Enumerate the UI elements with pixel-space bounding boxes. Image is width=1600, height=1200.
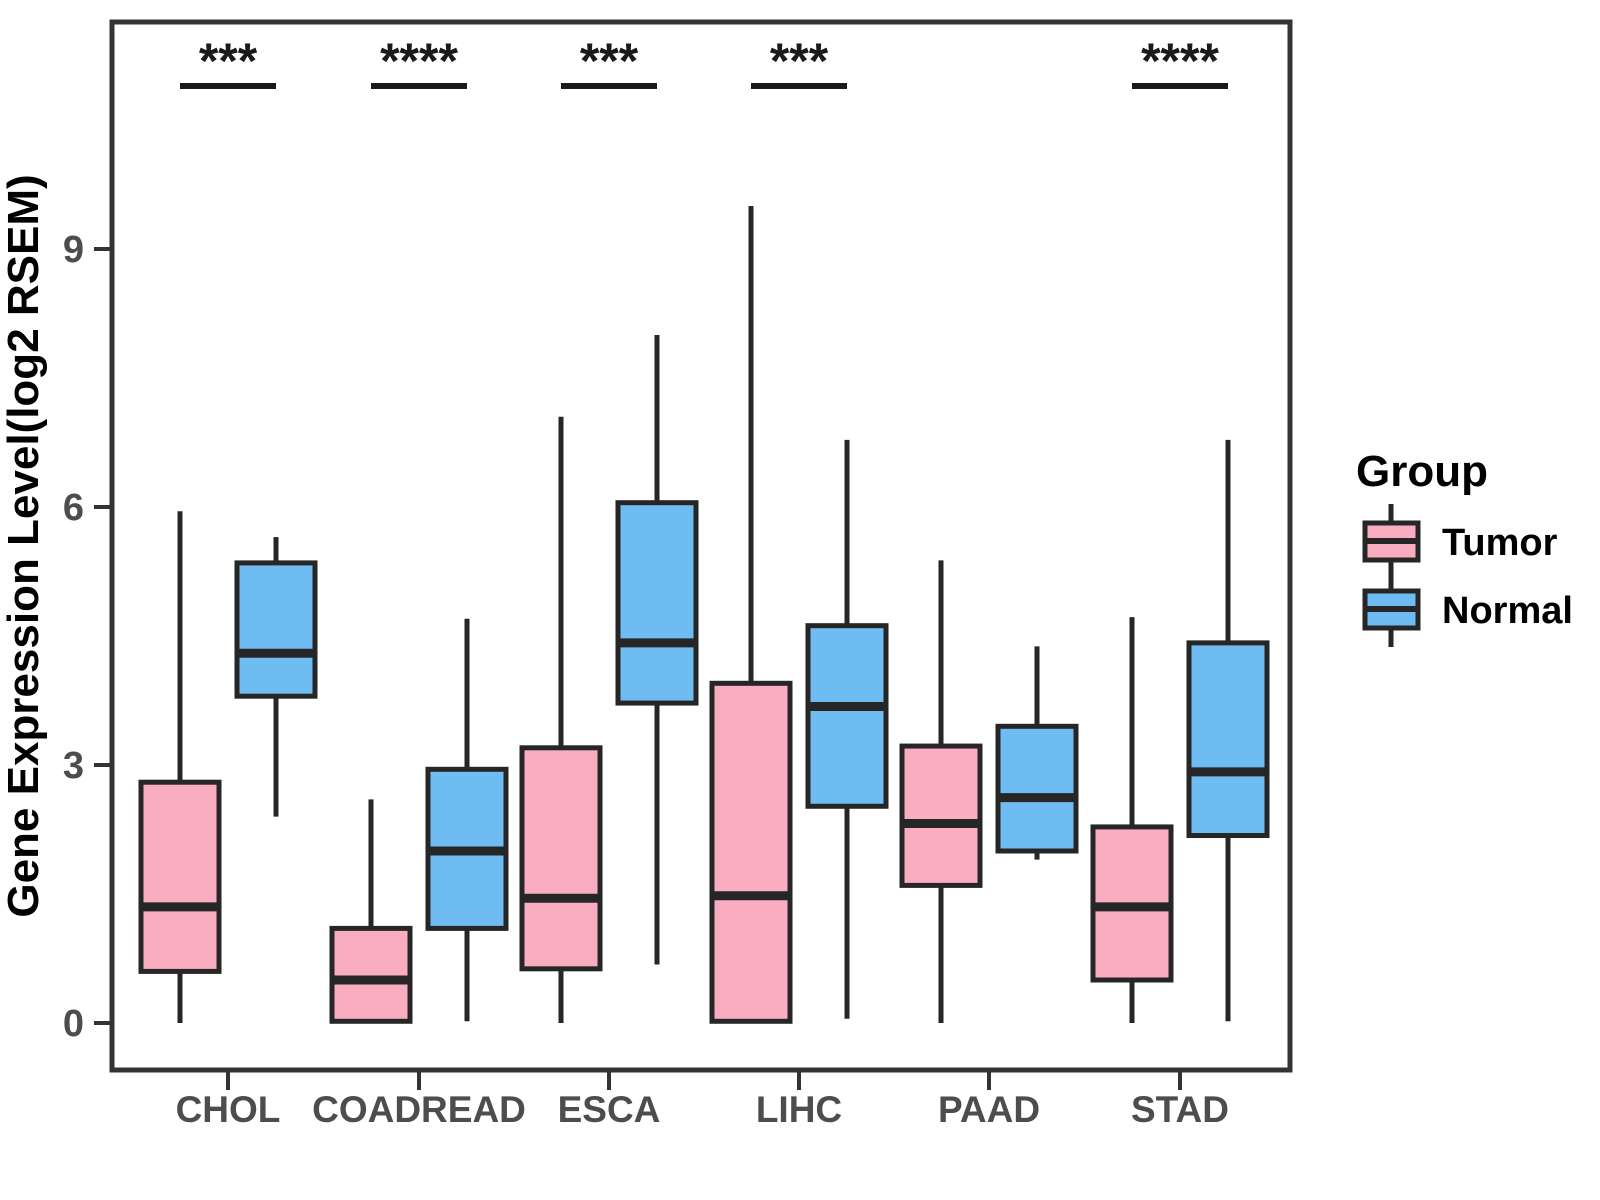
box-CHOL-Tumor (138, 511, 222, 1023)
y-tick-label-0: 0 (63, 1003, 84, 1045)
box-LIHC-Normal (805, 439, 889, 1019)
box-PAAD-Normal (995, 646, 1079, 860)
iqr-box (899, 743, 983, 888)
x-label-coadread: COADREAD (312, 1089, 526, 1130)
y-tick-label-6: 6 (63, 487, 84, 529)
iqr-box (234, 560, 318, 699)
significance-stars: *** (770, 33, 829, 89)
legend: Group Tumor Normal (1356, 447, 1573, 647)
box-LIHC-Tumor (709, 206, 793, 1024)
significance-stars: **** (1141, 33, 1219, 89)
legend-label-tumor: Tumor (1442, 522, 1558, 564)
iqr-box (138, 779, 222, 974)
x-label-paad: PAAD (938, 1089, 1040, 1130)
iqr-box (519, 745, 603, 972)
box-CHOL-Normal (234, 537, 318, 817)
x-label-lihc: LIHC (756, 1089, 842, 1130)
y-tick-label-3: 3 (63, 745, 84, 787)
significance-layer: *** **** *** *** **** (180, 33, 1228, 89)
box-COADREAD-Tumor (329, 799, 413, 1024)
significance-ESCA: *** (561, 33, 657, 89)
y-axis-title: Gene Expression Level(log2 RSEM) (0, 174, 48, 917)
iqr-box (995, 723, 1079, 854)
iqr-box (1186, 640, 1270, 839)
y-axis-tick-labels: 0 3 6 9 (63, 229, 84, 1045)
significance-stars: **** (380, 33, 458, 89)
box-STAD-Tumor (1090, 617, 1174, 1023)
legend-key-normal: Normal (1362, 572, 1573, 647)
y-tick-label-9: 9 (63, 229, 84, 271)
box-PAAD-Tumor (899, 560, 983, 1023)
significance-stars: *** (580, 33, 639, 89)
iqr-box (615, 500, 699, 706)
box-ESCA-Normal (615, 335, 699, 965)
x-label-esca: ESCA (558, 1089, 661, 1130)
iqr-box (709, 680, 793, 1024)
significance-LIHC: *** (751, 33, 847, 89)
box-COADREAD-Normal (425, 618, 509, 1022)
significance-COADREAD: **** (371, 33, 467, 89)
x-axis-labels: CHOL COADREAD ESCA LIHC PAAD STAD (176, 1089, 1229, 1130)
iqr-box (805, 623, 889, 809)
boxes-layer (138, 206, 1270, 1024)
y-axis-ticks (94, 247, 112, 1025)
iqr-box (329, 925, 413, 1024)
box-ESCA-Tumor (519, 416, 603, 1023)
box-STAD-Normal (1186, 439, 1270, 1022)
x-axis-ticks (226, 1072, 1182, 1090)
x-label-chol: CHOL (176, 1089, 281, 1130)
legend-key-tumor: Tumor (1362, 504, 1558, 579)
legend-label-normal: Normal (1442, 590, 1573, 632)
legend-title: Group (1356, 447, 1488, 496)
significance-stars: *** (199, 33, 258, 89)
x-label-stad: STAD (1131, 1089, 1229, 1130)
significance-CHOL: *** (180, 33, 276, 89)
significance-STAD: **** (1132, 33, 1228, 89)
